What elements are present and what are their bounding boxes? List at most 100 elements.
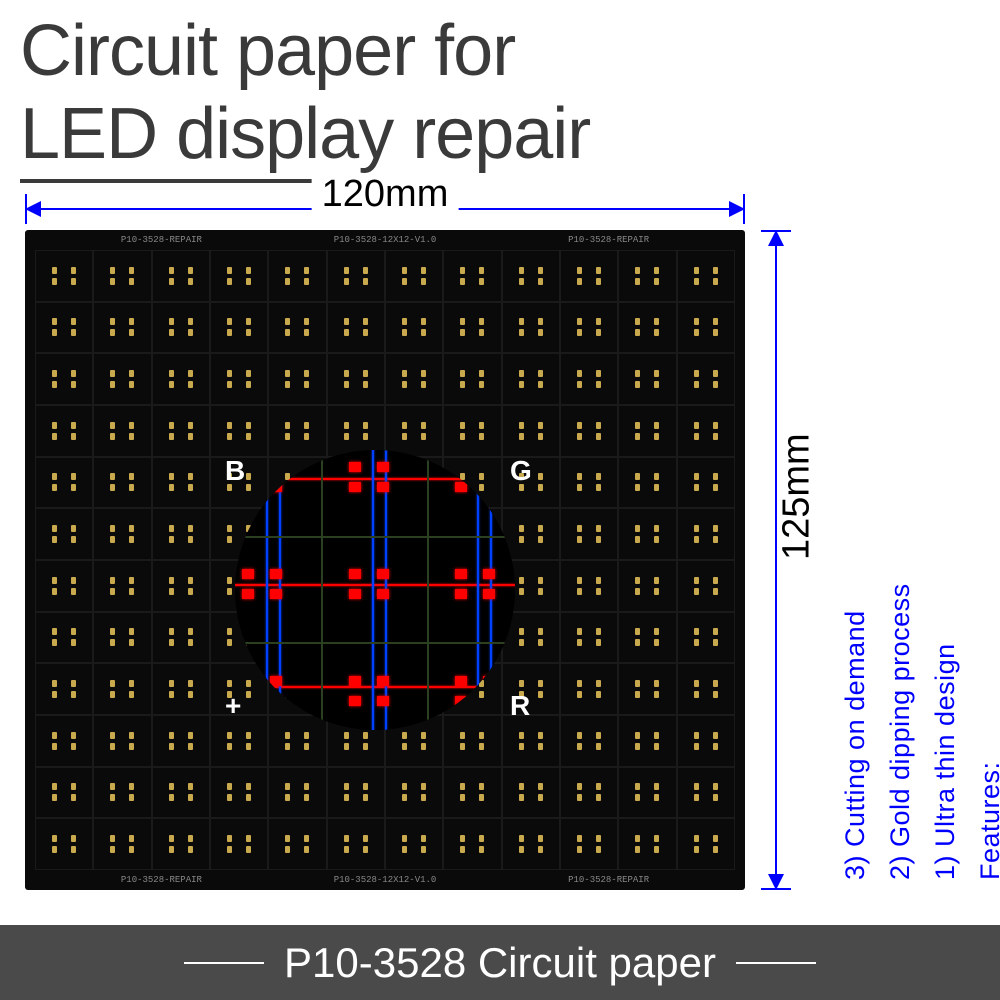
- pad: [421, 835, 426, 842]
- pad: [129, 588, 134, 595]
- led-pads: [169, 422, 193, 440]
- led-pads: [52, 628, 76, 646]
- magnify-pad: [270, 462, 282, 472]
- pad: [519, 846, 524, 853]
- pcb-cell: [35, 353, 93, 405]
- magnify-pad: [270, 569, 282, 579]
- pad: [577, 835, 582, 842]
- magnify-pad: [242, 676, 254, 686]
- pad: [577, 743, 582, 750]
- pad: [129, 370, 134, 377]
- pad: [694, 639, 699, 646]
- led-pads: [402, 732, 426, 750]
- led-pads: [519, 318, 543, 336]
- pcb-silkscreen-bottom: P10-3528-REPAIR P10-3528-12X12-V1.0 P10-…: [25, 875, 745, 885]
- magnify-pad: [455, 696, 467, 706]
- pad: [402, 267, 407, 274]
- pad: [713, 422, 718, 429]
- pad: [110, 318, 115, 325]
- pad: [129, 422, 134, 429]
- led-pads: [169, 267, 193, 285]
- led-pads: [519, 370, 543, 388]
- pad: [363, 267, 368, 274]
- pad: [479, 329, 484, 336]
- pad: [713, 329, 718, 336]
- led-pads: [227, 783, 251, 801]
- footer-line-left: [184, 962, 264, 964]
- pad: [635, 577, 640, 584]
- led-pads: [169, 318, 193, 336]
- led-pads: [402, 835, 426, 853]
- pcb-cell: [385, 302, 443, 354]
- pad: [635, 783, 640, 790]
- magnify-led: [455, 569, 495, 599]
- pcb-cell: [152, 353, 210, 405]
- pad: [110, 381, 115, 388]
- pad: [52, 783, 57, 790]
- led-pads: [577, 473, 601, 491]
- pad: [402, 329, 407, 336]
- pcb-cell: [560, 302, 618, 354]
- pcb-cell: [93, 250, 151, 302]
- pad: [694, 278, 699, 285]
- pad: [110, 278, 115, 285]
- pad: [129, 473, 134, 480]
- pad: [169, 473, 174, 480]
- led-pads: [169, 783, 193, 801]
- pcb-cell: [443, 405, 501, 457]
- pad: [110, 422, 115, 429]
- led-pads: [52, 783, 76, 801]
- pad: [227, 422, 232, 429]
- pad: [129, 680, 134, 687]
- pad: [188, 473, 193, 480]
- pad: [285, 743, 290, 750]
- led-pads: [110, 318, 134, 336]
- pad: [363, 318, 368, 325]
- pad: [635, 370, 640, 377]
- pad: [188, 835, 193, 842]
- pad: [402, 381, 407, 388]
- pad: [654, 422, 659, 429]
- pad: [654, 381, 659, 388]
- pad: [421, 732, 426, 739]
- pad: [71, 318, 76, 325]
- pad: [654, 278, 659, 285]
- pcb-cell: [210, 818, 268, 870]
- pad: [460, 370, 465, 377]
- pad: [52, 691, 57, 698]
- pad: [344, 794, 349, 801]
- pad: [285, 329, 290, 336]
- led-pads: [402, 422, 426, 440]
- pad: [227, 381, 232, 388]
- pcb-cell: [560, 405, 618, 457]
- pad: [188, 484, 193, 491]
- pcb-cell: [618, 508, 676, 560]
- pad: [635, 473, 640, 480]
- pad: [538, 743, 543, 750]
- pad: [519, 835, 524, 842]
- pad: [519, 329, 524, 336]
- pad: [363, 422, 368, 429]
- pcb-cell: [35, 560, 93, 612]
- pad: [694, 525, 699, 532]
- magnify-pad: [242, 589, 254, 599]
- pad: [635, 691, 640, 698]
- pad: [188, 794, 193, 801]
- pad: [188, 278, 193, 285]
- led-pads: [635, 628, 659, 646]
- pcb-cell: [677, 457, 735, 509]
- pad: [654, 267, 659, 274]
- pad: [596, 525, 601, 532]
- magnify-pad: [270, 696, 282, 706]
- led-pads: [694, 422, 718, 440]
- pad: [577, 473, 582, 480]
- led-pads: [344, 783, 368, 801]
- magnify-pad: [377, 696, 389, 706]
- pad: [304, 433, 309, 440]
- led-pads: [635, 422, 659, 440]
- pad: [344, 732, 349, 739]
- pcb-cell: [93, 612, 151, 664]
- pad: [519, 680, 524, 687]
- magnify-cell: [235, 643, 322, 730]
- pad: [577, 536, 582, 543]
